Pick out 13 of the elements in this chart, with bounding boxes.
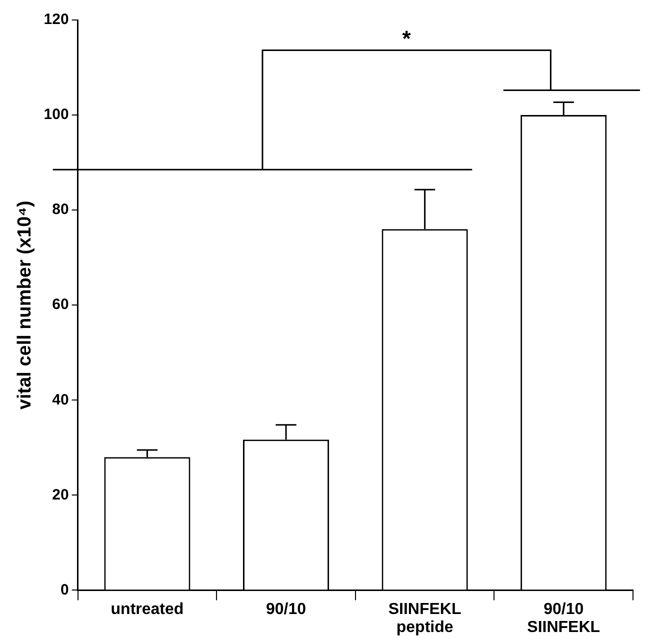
x-tick-label: 90/10 SIINFEKL [527, 600, 600, 636]
annotation: * [402, 26, 412, 52]
y-tick-label: 40 [52, 391, 69, 408]
y-tick-label: 0 [60, 581, 69, 598]
x-tick-label: SIINFEKL peptide [388, 600, 462, 636]
y-tick-label: 80 [52, 201, 69, 218]
x-tick-label: untreated [110, 600, 184, 618]
y-tick-label: 100 [44, 106, 69, 124]
y-tick-label: 60 [52, 296, 69, 314]
y-tick-label: 20 [52, 486, 69, 504]
x-tick-label: 90/10 [266, 600, 306, 618]
y-tick-label: 120 [44, 11, 69, 28]
y-axis-title: vital cell number (x10⁴) [14, 200, 36, 410]
